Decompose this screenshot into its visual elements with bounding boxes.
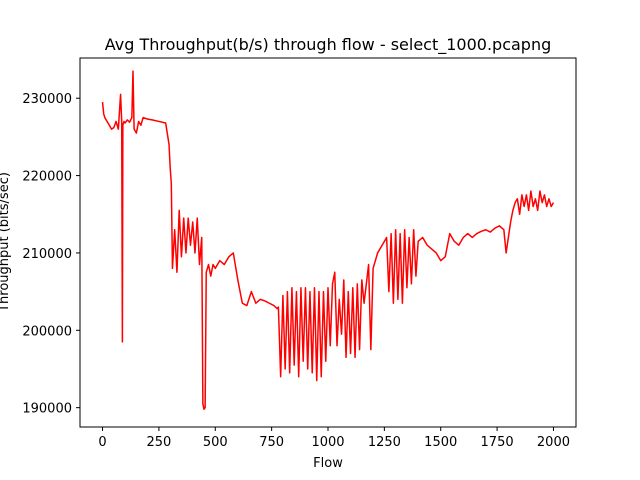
y-tick-label: 190000 (22, 402, 72, 417)
x-tick-label: 500 (203, 435, 228, 450)
y-tick-label: 210000 (22, 247, 72, 262)
plot-area (79, 57, 577, 428)
x-tick-label: 1750 (481, 435, 514, 450)
x-tick-label: 0 (98, 435, 106, 450)
x-tick-label: 1500 (424, 435, 457, 450)
y-axis: 190000 200000 210000 220000 230000 (22, 92, 80, 417)
x-tick-label: 750 (259, 435, 284, 450)
x-axis: 0 250 500 750 1000 1250 1500 1750 2000 (98, 427, 570, 450)
series-layer (101, 70, 555, 410)
axes-frame (79, 57, 577, 428)
x-tick-label: 2000 (537, 435, 570, 450)
x-axis-label: Flow (313, 456, 343, 471)
x-tick-label: 1250 (368, 435, 401, 450)
chart-title: Avg Throughput(b/s) through flow - selec… (105, 35, 552, 55)
x-tick-label: 250 (146, 435, 171, 450)
y-tick-label: 230000 (22, 92, 72, 107)
y-tick-label: 200000 (22, 324, 72, 339)
y-tick-label: 220000 (22, 170, 72, 185)
x-tick-label: 1000 (311, 435, 344, 450)
y-axis-label: Throughput (bits/sec) (0, 172, 12, 313)
series-line-0 (101, 70, 555, 410)
